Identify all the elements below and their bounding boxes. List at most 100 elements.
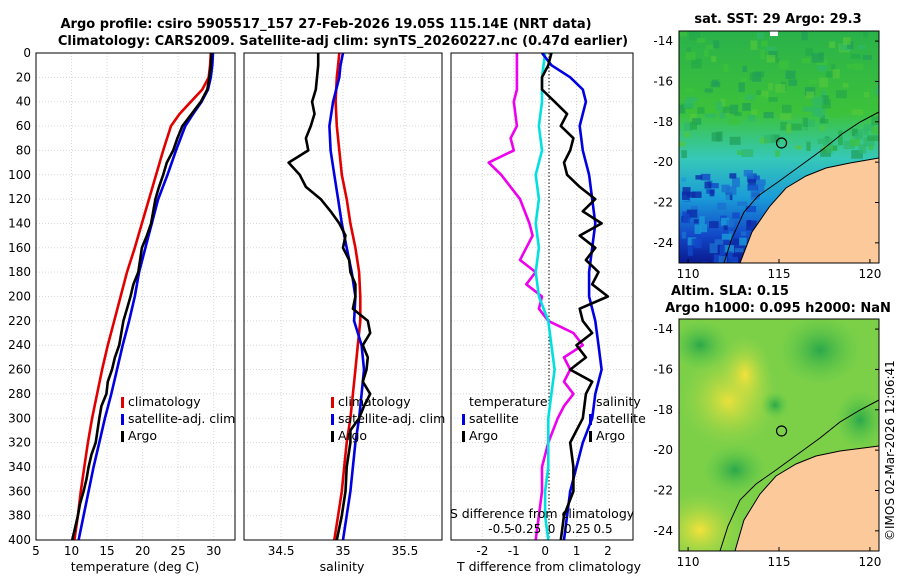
- depth-tick-label: 300: [8, 411, 31, 425]
- map-x-tick-label: 115: [768, 267, 791, 281]
- depth-tick-label: 260: [8, 363, 31, 377]
- depth-tick-label: 320: [8, 436, 31, 450]
- x-tick-label: 1: [573, 544, 581, 558]
- temperature-panel: 0 20 40 60 80 100 120 140 160 180 200 220 240 260 280 3…: [8, 46, 236, 574]
- series-line-s-argo: [540, 53, 610, 540]
- series-line-argo: [70, 53, 213, 540]
- argo-location-marker: [775, 425, 788, 437]
- depth-tick-label: 220: [8, 314, 31, 328]
- map-x-tick-label: 110: [677, 555, 700, 569]
- salinity-legend: climatology satellite-adj. clim Argo: [331, 394, 445, 443]
- coastline: [734, 445, 879, 551]
- map-x-tick-label: 110: [677, 267, 700, 281]
- legend-label-argo: Argo: [338, 428, 367, 443]
- series-line-t-argo: [540, 53, 603, 540]
- top-tick-label: -0.25: [510, 522, 541, 536]
- map-x-tick-label: 115: [768, 555, 791, 569]
- legend-swatch-climatology: [121, 397, 124, 408]
- x-tick-label: 10: [64, 544, 79, 558]
- series-line-s-satellite: [534, 53, 556, 540]
- coastline: [739, 157, 879, 263]
- isobath: [723, 111, 879, 263]
- x-tick-label: 30: [206, 544, 221, 558]
- s-difference-axis-label: S difference from climatology: [450, 506, 635, 521]
- x-tick-label: 20: [135, 544, 150, 558]
- legend-label-climatology: climatology: [128, 394, 201, 409]
- temperature-legend: climatology satellite-adj. clim Argo: [121, 394, 235, 443]
- difference-legend-temperature: temperature satellite Argo: [462, 394, 548, 443]
- depth-tick-label: 0: [23, 46, 31, 60]
- figure-title-line-1: Argo profile: csiro 5905517_157 27-Feb-2…: [60, 17, 591, 32]
- depth-tick-label: 280: [8, 387, 31, 401]
- depth-tick-label: 20: [16, 70, 31, 84]
- figure-title-line-2: Climatology: CARS2009. Satellite-adj cli…: [58, 34, 628, 49]
- x-tick-label: 15: [99, 544, 114, 558]
- legend-label-satellite: satellite: [469, 411, 519, 426]
- series-line-climatology: [73, 53, 213, 540]
- sla-map-title-line-2: Argo h1000: 0.095 h2000: NaN: [665, 301, 891, 316]
- map-y-tick-label: -18: [653, 403, 673, 417]
- depth-tick-label: 180: [8, 265, 31, 279]
- depth-tick-label: 400: [8, 533, 31, 547]
- top-tick-label: 0: [548, 522, 556, 536]
- top-tick-label: -0.5: [488, 522, 511, 536]
- land-mask: [740, 158, 879, 263]
- imos-credit: ©IMOS 02-Mar-2026 12:06:41: [883, 360, 897, 541]
- depth-tick-label: 40: [16, 95, 31, 109]
- top-tick-label: 0.25: [564, 522, 591, 536]
- legend-swatch-climatology: [331, 397, 334, 408]
- map-y-tick-label: -16: [653, 74, 673, 88]
- map-y-tick-label: -22: [653, 195, 673, 209]
- legend-swatch-argo: [331, 431, 334, 442]
- depth-tick-label: 120: [8, 192, 31, 206]
- legend-swatch-satellite: [589, 414, 592, 425]
- series-line-argo: [287, 53, 372, 540]
- land-mask: [735, 446, 879, 551]
- x-tick-label: 25: [171, 544, 186, 558]
- legend-label-argo: Argo: [469, 428, 498, 443]
- depth-tick-label: 240: [8, 338, 31, 352]
- map-x-tick-label: 120: [858, 555, 881, 569]
- map-y-tick-label: -20: [653, 155, 673, 169]
- difference-legend-salinity: salinity satellite Argo: [589, 394, 646, 443]
- isobath: [719, 399, 879, 551]
- x-tick-label: 35: [335, 544, 350, 558]
- series-line-climatology: [333, 53, 362, 540]
- depth-tick-label: 340: [8, 460, 31, 474]
- x-tick-label: 5: [32, 544, 40, 558]
- sla-map-title-line-1: Altim. SLA: 0.15: [671, 284, 789, 299]
- legend-label-satellite: satellite-adj. clim: [338, 411, 445, 426]
- map-x-tick-label: 120: [858, 267, 881, 281]
- legend-title-salinity: salinity: [596, 394, 641, 409]
- map-y-tick-label: -24: [653, 524, 673, 538]
- salinity-panel: 34.5 35 35.5 salinity climatology satellit…: [243, 52, 445, 574]
- sst-map-title: sat. SST: 29 Argo: 29.3: [694, 12, 861, 27]
- legend-label-argo: Argo: [128, 428, 157, 443]
- x-tick-label: -1: [508, 544, 520, 558]
- temperature-x-axis-label: temperature (deg C): [71, 559, 200, 574]
- sla-map: Altim. SLA: 0.15 Argo h1000: 0.095 h2000…: [653, 284, 891, 569]
- depth-tick-label: 160: [8, 241, 31, 255]
- legend-swatch-satellite: [462, 414, 465, 425]
- legend-swatch-argo: [589, 431, 592, 442]
- depth-tick-label: 360: [8, 484, 31, 498]
- map-y-tick-label: -24: [653, 236, 673, 250]
- legend-swatch-satellite: [121, 414, 124, 425]
- sst-map: sat. SST: 29 Argo: 29.3 110 115 120 -14 -16 -…: [653, 12, 881, 281]
- depth-tick-label: 60: [16, 119, 31, 133]
- x-tick-label: 2: [604, 544, 612, 558]
- x-tick-label: 0: [541, 544, 549, 558]
- series-line-t-satellite: [487, 53, 585, 540]
- difference-panel: -2 -1 0 1 2 -0.5-0.25 0 0.25 0.5 S difference f…: [450, 52, 646, 574]
- legend-label-argo: Argo: [596, 428, 625, 443]
- depth-tick-label: 140: [8, 216, 31, 230]
- argo-location-marker: [775, 137, 788, 149]
- map-y-tick-label: -18: [653, 115, 673, 129]
- legend-swatch-argo: [121, 431, 124, 442]
- series-line-satellite: [328, 53, 366, 540]
- salinity-x-axis-label: salinity: [320, 559, 365, 574]
- top-tick-label: 0.5: [594, 522, 613, 536]
- legend-swatch-argo: [462, 431, 465, 442]
- x-tick-label: -2: [476, 544, 488, 558]
